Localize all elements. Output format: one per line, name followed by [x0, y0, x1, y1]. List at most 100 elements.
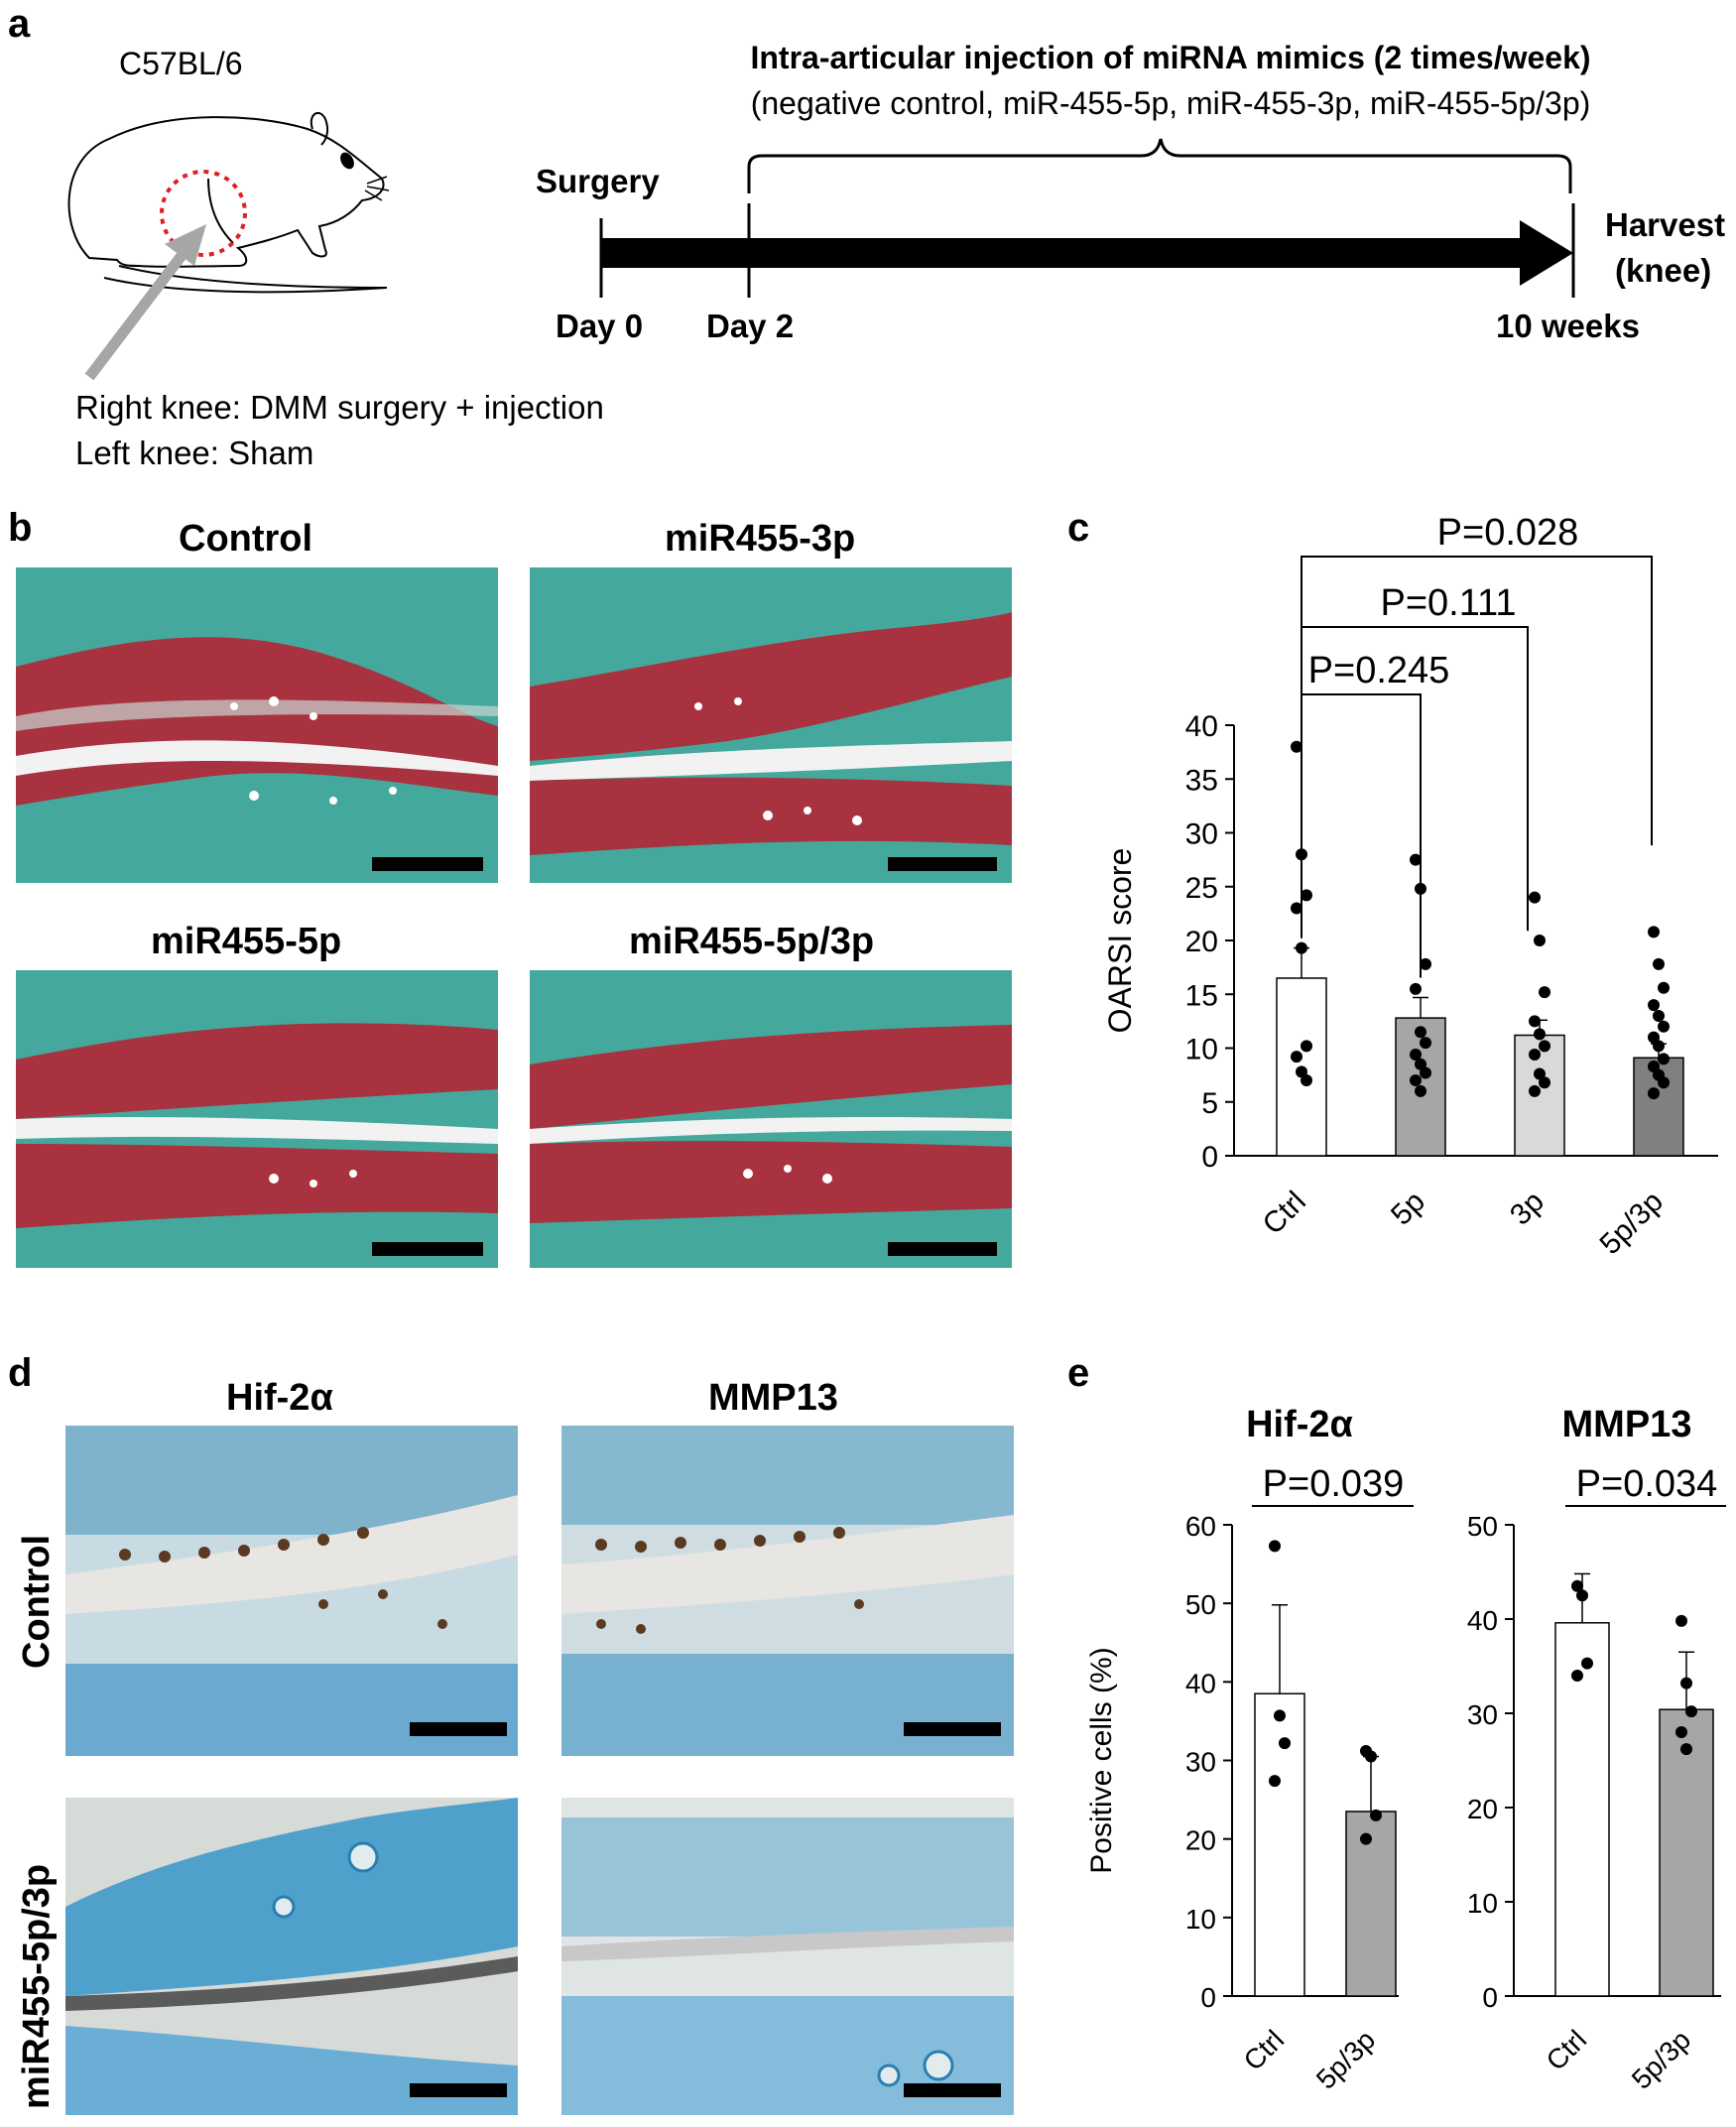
x-tick-label: 5p/3p: [1626, 2024, 1696, 2094]
data-point: [1675, 1726, 1687, 1738]
data-point: [1291, 902, 1302, 915]
p-value-label: P=0.111: [1381, 582, 1517, 624]
data-point: [1291, 740, 1302, 753]
data-point: [1291, 1051, 1302, 1064]
scale-bar: [410, 2083, 507, 2097]
panel-label-d: d: [8, 1351, 33, 1395]
data-point: [1680, 1743, 1692, 1756]
week10-label: 10 weeks: [1496, 308, 1640, 344]
ihc-col-title-hif2a: Hif-2α: [226, 1377, 333, 1419]
y-tick-label: 25: [1185, 872, 1218, 905]
data-point: [1539, 1076, 1550, 1089]
day2-label: Day 2: [706, 308, 795, 344]
significance-bracket: [1301, 556, 1653, 938]
data-point: [1410, 1049, 1422, 1062]
panel-label-c: c: [1067, 506, 1090, 550]
injection-groups: (negative control, miR-455-5p, miR-455-3…: [750, 85, 1591, 121]
injection-title: Intra-articular injection of miRNA mimic…: [750, 40, 1591, 75]
data-point: [1420, 957, 1431, 970]
data-point: [1410, 1074, 1422, 1087]
histology-image-control: [16, 567, 498, 883]
data-point: [1301, 889, 1312, 902]
data-point: [1269, 1775, 1281, 1788]
ihc-image-5p3p-mmp13: [561, 1798, 1014, 2115]
data-point: [1685, 1705, 1697, 1718]
data-point: [1410, 853, 1422, 866]
y-tick-label: 10: [1185, 1034, 1218, 1066]
scale-bar: [904, 2083, 1001, 2097]
ihc-image-control-hif2a: [65, 1426, 518, 1756]
data-point: [1420, 1037, 1431, 1050]
scale-bar: [904, 1722, 1001, 1736]
data-point: [1365, 1750, 1377, 1763]
data-point: [1658, 981, 1670, 994]
histology-title-5p3p: miR455-5p/3p: [629, 921, 875, 962]
data-point: [1539, 1040, 1550, 1053]
chart-title: MMP13: [1562, 1404, 1692, 1445]
harvest-label: Harvest: [1605, 206, 1726, 243]
data-point: [1296, 941, 1307, 954]
ihc-image-control-mmp13: [561, 1426, 1014, 1756]
data-point: [1301, 1040, 1312, 1053]
data-point: [1534, 1067, 1546, 1080]
scale-bar: [410, 1722, 507, 1736]
data-point: [1675, 1614, 1687, 1627]
p-value-label: P=0.245: [1308, 650, 1450, 691]
data-point: [1581, 1657, 1593, 1670]
day0-label: Day 0: [556, 308, 644, 344]
data-point: [1648, 1031, 1660, 1044]
x-tick-label: Ctrl: [1541, 2024, 1593, 2076]
data-point: [1415, 1058, 1426, 1070]
y-tick-label: 0: [1200, 1982, 1216, 2013]
harvest-sub-label: (knee): [1615, 252, 1712, 289]
left-knee-note: Left knee: Sham: [75, 435, 314, 471]
scale-bar: [888, 1242, 997, 1256]
y-tick-label: 30: [1185, 1747, 1216, 1778]
y-tick-label: 50: [1185, 1589, 1216, 1620]
data-point: [1420, 1066, 1431, 1079]
mouse-illustration: [67, 111, 390, 294]
panel-label-a: a: [8, 2, 31, 46]
ihc-col-title-mmp13: MMP13: [708, 1377, 838, 1419]
data-point: [1360, 1832, 1372, 1845]
data-point: [1534, 1028, 1546, 1041]
y-tick-label: 15: [1185, 979, 1218, 1012]
data-point: [1274, 1709, 1286, 1722]
scale-bar: [372, 1242, 483, 1256]
data-point: [1648, 926, 1660, 938]
data-point: [1301, 1074, 1312, 1087]
data-point: [1653, 1040, 1665, 1053]
data-point: [1571, 1670, 1583, 1682]
y-tick-label: 10: [1467, 1888, 1498, 1919]
data-point: [1653, 1009, 1665, 1022]
data-point: [1658, 1076, 1670, 1089]
data-point: [1279, 1737, 1291, 1750]
p-value-label: P=0.034: [1576, 1463, 1718, 1505]
p-value-label: P=0.039: [1263, 1463, 1405, 1505]
data-point: [1576, 1589, 1588, 1602]
data-point: [1296, 1065, 1307, 1078]
bar: [1659, 1708, 1714, 1997]
data-point: [1648, 999, 1660, 1012]
data-point: [1415, 1026, 1426, 1039]
histology-title-3p: miR455-3p: [665, 518, 856, 560]
y-tick-label: 20: [1185, 926, 1218, 958]
data-point: [1653, 957, 1665, 970]
y-tick-label: 40: [1185, 710, 1218, 743]
data-point: [1529, 1084, 1541, 1097]
data-point: [1529, 1015, 1541, 1028]
y-axis-label: OARSI score: [1102, 848, 1138, 1034]
ihc-image-5p3p-hif2a: [65, 1798, 518, 2115]
y-tick-label: 60: [1185, 1511, 1216, 1542]
y-tick-label: 40: [1467, 1605, 1498, 1636]
data-point: [1680, 1677, 1692, 1689]
y-tick-label: 40: [1185, 1668, 1216, 1698]
data-point: [1571, 1579, 1583, 1592]
data-point: [1410, 982, 1422, 995]
data-point: [1534, 935, 1546, 946]
y-tick-label: 35: [1185, 764, 1218, 797]
data-point: [1648, 1087, 1660, 1100]
